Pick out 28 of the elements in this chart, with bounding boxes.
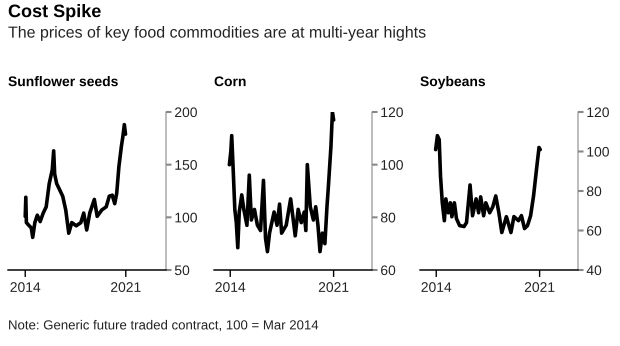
y-tick-label: 120 [381, 107, 403, 118]
y-tick-label: 100 [381, 160, 403, 170]
y-tick-label: 200 [175, 107, 197, 118]
x-tick-label: 2021 [111, 282, 141, 292]
y-tick-label: 120 [587, 107, 609, 118]
x-tick-label: 2014 [215, 282, 246, 292]
y-tick-label: 80 [380, 212, 396, 223]
line-series [434, 134, 542, 234]
text: The prices of key food commodities are at multi-year hights [8, 26, 426, 41]
y-tick-label: 100 [175, 212, 197, 223]
line-series [228, 112, 336, 254]
x-tick-label: 2021 [524, 282, 554, 292]
chart-title: Sunflower seeds [8, 76, 118, 86]
x-tick-label: 2014 [421, 282, 452, 292]
y-tick-label: 40 [586, 265, 602, 276]
y-tick-label: 100 [587, 146, 609, 157]
y-tick-label: 60 [381, 265, 396, 276]
y-tick-label: 80 [586, 186, 602, 196]
y-tick-label: 50 [174, 265, 190, 276]
text: Cost Spike [8, 4, 101, 21]
y-tick-label: 60 [587, 226, 602, 236]
x-tick-label: 2021 [318, 282, 348, 292]
chart-title: Soybeans [420, 76, 486, 89]
text: Note: Generic future traded contract, 100 = Mar 2014 [9, 320, 318, 332]
line-series [23, 122, 128, 240]
y-tick-label: 150 [175, 160, 197, 170]
chart-title: Corn [214, 76, 246, 86]
x-tick-label: 2014 [10, 282, 40, 292]
